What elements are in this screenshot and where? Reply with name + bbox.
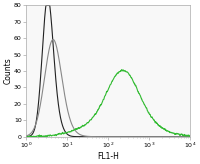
X-axis label: FL1-H: FL1-H — [97, 152, 119, 161]
Y-axis label: Counts: Counts — [3, 58, 12, 84]
